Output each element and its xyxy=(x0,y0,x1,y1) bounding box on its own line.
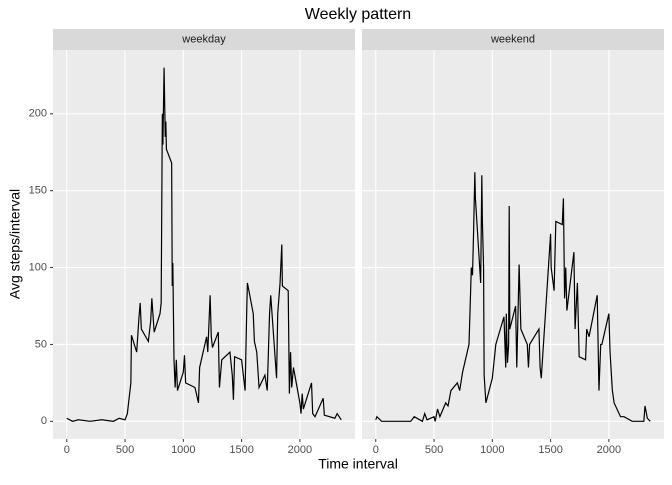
y-tick-label: 150 xyxy=(29,185,47,197)
panel xyxy=(53,50,355,439)
strip xyxy=(53,29,355,50)
x-tick-label: 2000 xyxy=(288,444,312,456)
x-axis-label: Time interval xyxy=(318,456,398,472)
line xyxy=(66,67,342,422)
x-tick-label: 2000 xyxy=(597,444,621,456)
y-axis-label: Avg steps/interval xyxy=(7,189,23,299)
x-tick-label: 0 xyxy=(64,444,70,456)
x-tick-label: 500 xyxy=(116,444,134,456)
line xyxy=(375,172,651,423)
strip-label: weekday xyxy=(181,33,226,45)
x-tick-label: 1000 xyxy=(171,444,195,456)
y-tick-label: 0 xyxy=(41,415,47,427)
x-tick-label: 500 xyxy=(425,444,443,456)
x-tick-label: 1000 xyxy=(480,444,504,456)
strip xyxy=(362,29,664,50)
strip-label: weekend xyxy=(490,33,535,45)
x-tick-label: 1500 xyxy=(229,444,253,456)
y-tick-label: 100 xyxy=(29,261,47,273)
y-tick-label: 200 xyxy=(29,108,47,120)
x-tick-label: 1500 xyxy=(538,444,562,456)
chart-title: Weekly pattern xyxy=(305,6,411,23)
panel xyxy=(362,50,664,439)
y-tick-label: 50 xyxy=(35,338,47,350)
x-tick-label: 0 xyxy=(373,444,379,456)
